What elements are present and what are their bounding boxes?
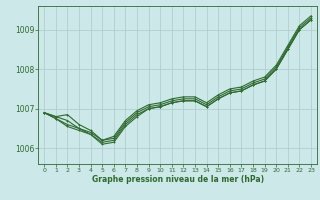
X-axis label: Graphe pression niveau de la mer (hPa): Graphe pression niveau de la mer (hPa) bbox=[92, 175, 264, 184]
